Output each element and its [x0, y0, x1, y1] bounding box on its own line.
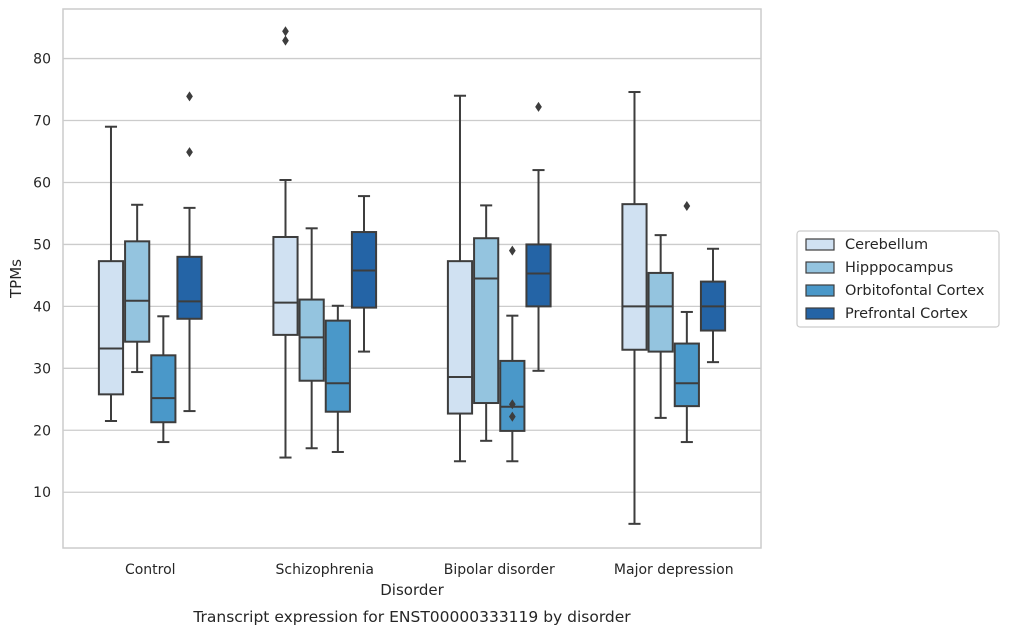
y-tick-label: 60 [33, 175, 51, 191]
x-axis-label: Disorder [380, 581, 444, 599]
boxes [97, 26, 727, 525]
box-iqr [324, 319, 351, 413]
box-prefrontal-cortex-2 [525, 101, 552, 372]
box-iqr [473, 237, 500, 405]
legend: Cerebellum Hipppocampus Orbitofontal Corte… [796, 230, 1000, 328]
legend-label: Cerebellum [845, 237, 928, 253]
box-cerebellum-1 [272, 26, 299, 459]
box-iqr [272, 235, 299, 336]
legend-label: Hipppocampus [845, 260, 953, 276]
box-prefrontal-cortex-3 [699, 247, 727, 364]
box-prefrontal-cortex-0 [176, 91, 203, 413]
y-tick-label: 80 [33, 52, 51, 68]
y-tick-label: 30 [33, 361, 51, 377]
box-iqr [621, 203, 648, 351]
outlier-point [508, 399, 516, 410]
box-orbitofontal-cortex-2 [499, 245, 526, 463]
box-iqr [446, 260, 474, 415]
box-iqr [647, 271, 674, 353]
box-orbitofontal-cortex-1 [324, 304, 351, 453]
legend-frame [796, 230, 1000, 328]
legend-swatch [805, 307, 835, 320]
x-tick-label: Schizophrenia [276, 562, 374, 578]
outlier-point [186, 147, 193, 158]
x-tick-label: Bipolar disorder [444, 562, 555, 578]
box-hipppocampus-2 [473, 204, 500, 442]
outlier-point [282, 35, 289, 46]
box-orbitofontal-cortex-3 [673, 200, 700, 444]
legend-swatch [805, 284, 835, 297]
box-cerebellum-0 [97, 125, 125, 422]
outlier-point [535, 101, 542, 112]
outlier-point [282, 26, 289, 37]
y-tick-label: 20 [33, 423, 51, 439]
y-tick-labels: 10 20 30 40 50 60 70 80 [33, 52, 51, 502]
y-tick-label: 40 [33, 299, 51, 315]
x-tick-label: Major depression [614, 562, 734, 578]
box-cerebellum-3 [621, 91, 648, 525]
outlier-point [508, 411, 516, 422]
plot-frame [62, 8, 762, 549]
box-iqr [298, 298, 325, 382]
box-iqr [124, 240, 151, 343]
box-iqr [525, 243, 552, 308]
box-iqr [150, 354, 177, 424]
y-tick-label: 10 [33, 485, 51, 501]
y-tick-label: 70 [33, 114, 51, 130]
y-axis-label: TPMs [7, 259, 25, 299]
box-iqr [97, 260, 125, 396]
legend-label: Prefrontal Cortex [845, 306, 968, 322]
legend-swatch [805, 238, 835, 251]
y-tick-label: 50 [33, 237, 51, 253]
box-iqr [673, 342, 700, 408]
legend-swatch [805, 261, 835, 274]
box-hipppocampus-3 [647, 234, 674, 419]
outlier-point [683, 200, 691, 212]
box-hipppocampus-1 [298, 227, 325, 450]
outlier-point [186, 91, 193, 102]
box-cerebellum-2 [446, 94, 474, 463]
box-hipppocampus-0 [124, 203, 151, 374]
box-prefrontal-cortex-1 [350, 195, 378, 353]
box-iqr [176, 255, 203, 320]
x-tick-label: Control [125, 562, 176, 578]
outlier-point [508, 245, 516, 256]
box-orbitofontal-cortex-0 [150, 315, 177, 444]
x-tick-labels: Control Schizophrenia Bipolar disorder Majo… [125, 562, 734, 578]
chart-caption: Transcript expression for ENST0000033311… [192, 608, 631, 626]
legend-label: Orbitofontal Cortex [845, 283, 985, 299]
